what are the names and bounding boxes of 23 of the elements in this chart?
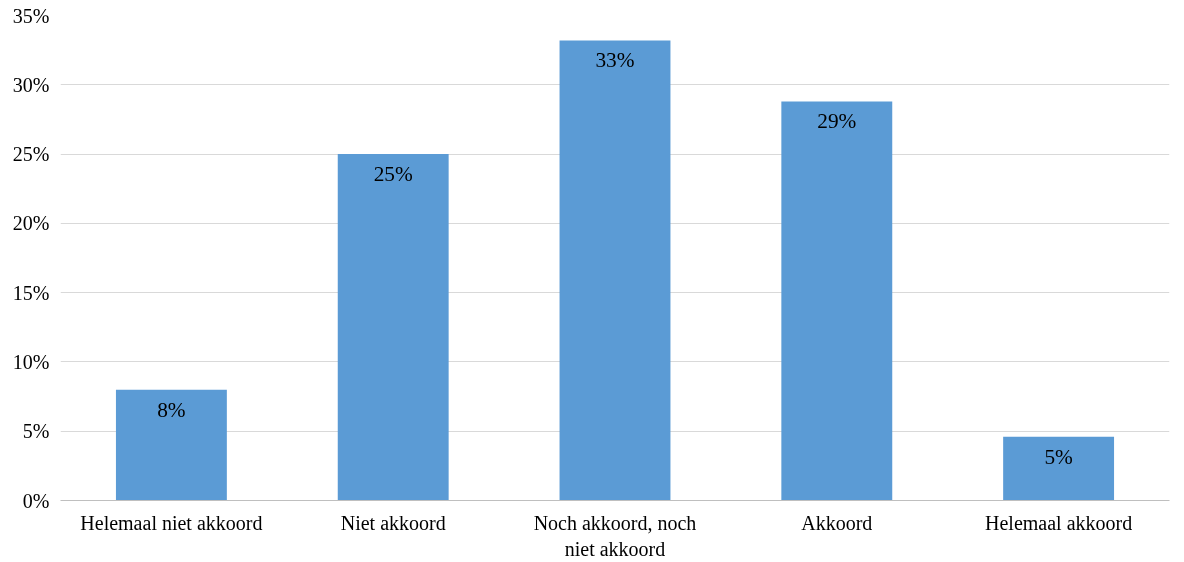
y-tick-label: 15%	[12, 281, 50, 304]
bar	[1003, 436, 1115, 501]
y-tick-label: 25%	[12, 143, 50, 166]
y-tick-label: 10%	[12, 350, 50, 373]
data-label: 33%	[595, 48, 635, 73]
x-tick-label: Noch akkoord, noch niet akkoord	[533, 511, 697, 560]
y-tick-label: 35%	[12, 4, 50, 27]
y-tick-label: 20%	[12, 212, 50, 235]
x-tick-label: Niet akkoord	[340, 511, 446, 534]
bar	[781, 101, 893, 501]
y-tick-label: 30%	[12, 73, 50, 96]
data-label: 29%	[817, 109, 857, 134]
x-tick-label: Akkoord	[801, 511, 873, 534]
x-tick-label: Helemaal akkoord	[985, 511, 1133, 534]
data-label: 25%	[373, 162, 413, 187]
y-tick-label: 0%	[22, 489, 50, 512]
x-tick-label: Helemaal niet akkoord	[80, 511, 263, 534]
data-label: 5%	[1044, 444, 1074, 469]
bar	[559, 40, 671, 501]
bar	[115, 389, 227, 501]
bar	[337, 154, 449, 501]
data-label: 8%	[157, 397, 186, 422]
y-tick-label: 5%	[22, 420, 50, 443]
